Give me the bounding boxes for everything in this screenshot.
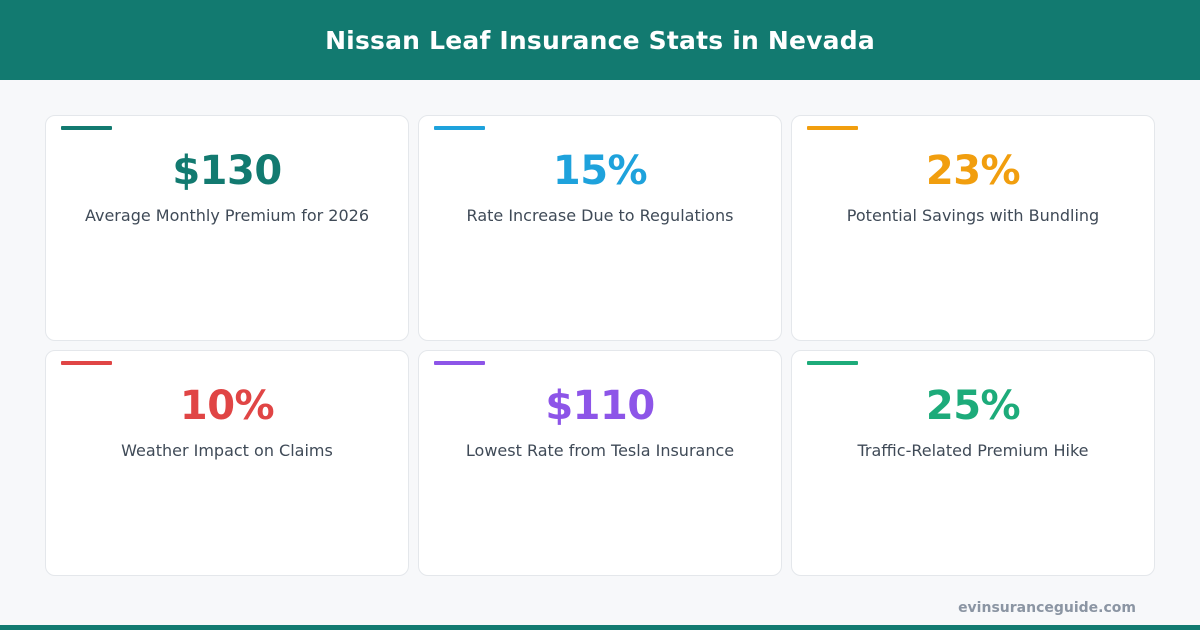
- stat-card: 15% Rate Increase Due to Regulations: [418, 115, 782, 341]
- card-accent-bar: [61, 126, 112, 130]
- stat-card: 23% Potential Savings with Bundling: [791, 115, 1155, 341]
- stat-label: Traffic-Related Premium Hike: [857, 441, 1089, 460]
- stat-value: 25%: [925, 383, 1021, 429]
- card-accent-bar: [807, 361, 858, 365]
- stat-card: 10% Weather Impact on Claims: [45, 350, 409, 576]
- stat-label: Rate Increase Due to Regulations: [466, 206, 734, 225]
- card-accent-bar: [807, 126, 858, 130]
- stat-card: $130 Average Monthly Premium for 2026: [45, 115, 409, 341]
- stat-value: 10%: [179, 383, 275, 429]
- card-accent-bar: [434, 361, 485, 365]
- stat-value: 15%: [552, 148, 648, 194]
- stat-label: Weather Impact on Claims: [121, 441, 333, 460]
- stat-label: Average Monthly Premium for 2026: [84, 206, 370, 225]
- stat-label: Lowest Rate from Tesla Insurance: [465, 441, 735, 460]
- stats-grid: $130 Average Monthly Premium for 2026 15…: [45, 115, 1155, 576]
- header-banner: Nissan Leaf Insurance Stats in Nevada: [0, 0, 1200, 80]
- card-accent-bar: [434, 126, 485, 130]
- stat-card: $110 Lowest Rate from Tesla Insurance: [418, 350, 782, 576]
- stat-value: 23%: [925, 148, 1021, 194]
- stat-value: $110: [545, 383, 655, 429]
- stat-label: Potential Savings with Bundling: [846, 206, 1100, 225]
- page-title: Nissan Leaf Insurance Stats in Nevada: [325, 25, 875, 55]
- bottom-accent-bar: [0, 625, 1200, 630]
- stat-card: 25% Traffic-Related Premium Hike: [791, 350, 1155, 576]
- stat-value: $130: [172, 148, 282, 194]
- card-accent-bar: [61, 361, 112, 365]
- site-url: evinsuranceguide.com: [958, 600, 1136, 616]
